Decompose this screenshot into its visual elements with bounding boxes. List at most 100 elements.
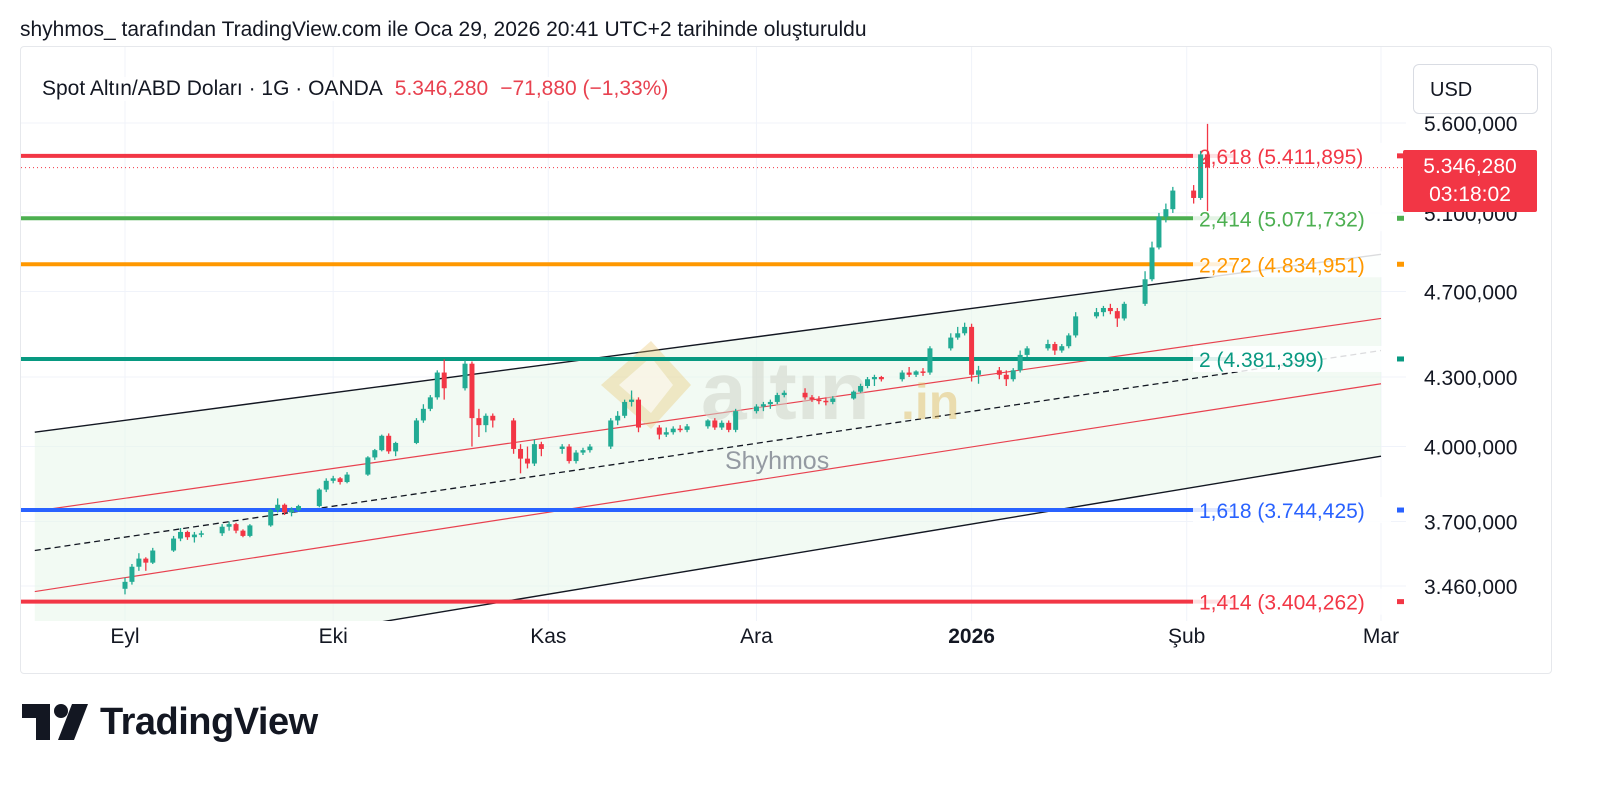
candle: [948, 333, 954, 351]
candle-body: [129, 566, 135, 582]
candle-body: [753, 406, 759, 412]
candle-body: [393, 442, 399, 452]
fib-label-bg: [1193, 497, 1391, 524]
candle: [636, 397, 642, 433]
candle-body: [330, 478, 336, 481]
candle: [150, 547, 156, 565]
candle-body: [427, 397, 433, 409]
time-axis-label: Mar: [1363, 625, 1399, 648]
candle-body: [538, 444, 544, 449]
candle-body: [282, 504, 288, 513]
candle-body: [636, 399, 642, 428]
candle: [858, 383, 864, 393]
candle-body: [878, 377, 884, 380]
candle-body: [969, 326, 975, 375]
candle: [969, 323, 975, 382]
candle: [275, 498, 281, 513]
fib-level-label: 2,618 (5.411,895): [1199, 146, 1363, 169]
fib-level-label: 1,414 (3.404,262): [1199, 592, 1365, 615]
last-price-tag: 5.346,280 03:18:02: [1403, 150, 1537, 212]
tradingview-logo-icon: [22, 704, 88, 740]
candle-body: [677, 428, 683, 431]
candle: [587, 444, 593, 453]
candle: [233, 522, 239, 534]
candle: [344, 472, 350, 484]
candle: [705, 419, 711, 429]
candle: [282, 503, 288, 516]
fib-level-label: 2,414 (5.071,732): [1199, 208, 1365, 231]
candle-body: [823, 400, 829, 403]
candle-body: [1205, 154, 1211, 168]
candle: [184, 530, 190, 540]
candle-body: [1163, 209, 1169, 217]
fibonacci-extension-levels: 2,618 (5.411,895) 2,414 (5.071,732) 2,272 …: [21, 142, 1404, 615]
fib-label-bg: [1193, 345, 1391, 372]
candle-body: [920, 371, 926, 373]
candle-body: [871, 377, 877, 380]
candle: [677, 425, 683, 433]
candle-body: [226, 524, 232, 527]
fib-label-bg: [1193, 251, 1391, 278]
candle-body: [462, 363, 468, 389]
candle-body: [337, 478, 343, 483]
candle: [656, 425, 662, 440]
candle: [1093, 307, 1099, 319]
candle-body: [386, 435, 392, 452]
fib-level-marker: [1397, 153, 1404, 159]
candle: [289, 507, 295, 517]
candle: [719, 420, 725, 430]
candle: [816, 396, 822, 405]
candle: [268, 508, 274, 527]
candle: [1156, 212, 1162, 250]
candle-body: [851, 391, 857, 399]
candles: [122, 123, 1211, 595]
candle: [511, 418, 517, 454]
candle-body: [580, 450, 586, 453]
candle: [518, 444, 524, 474]
candle-body: [511, 420, 517, 449]
candle-body: [559, 446, 565, 449]
candle: [337, 477, 343, 485]
candle: [365, 456, 371, 476]
candle-body: [663, 432, 669, 435]
candle: [476, 408, 482, 437]
fib-level-marker: [1397, 356, 1404, 362]
candle-body: [1045, 344, 1051, 349]
candle-body: [608, 420, 614, 447]
candle: [927, 346, 933, 375]
candle-body: [864, 379, 870, 386]
candle: [323, 478, 329, 493]
candle-body: [122, 581, 128, 589]
candle: [441, 359, 447, 400]
candle-body: [191, 534, 197, 538]
candle: [122, 577, 128, 595]
candle: [490, 413, 496, 428]
time-axis: Eyl Eki Kas Ara 2026 Şub Mar: [110, 625, 1399, 648]
candle: [670, 426, 676, 435]
candle-body: [413, 420, 419, 443]
candle-body: [1191, 190, 1197, 198]
candle: [136, 553, 142, 571]
candle-body: [629, 399, 635, 402]
symbol-title: Spot Altın/ABD Doları · 1G · OANDA: [42, 77, 383, 100]
candle: [247, 524, 253, 538]
candle-body: [906, 372, 912, 375]
fib-level-marker: [1397, 215, 1404, 221]
candle: [1114, 307, 1120, 327]
candle: [531, 439, 537, 466]
candle-body: [587, 446, 593, 451]
regression-channel: [34, 253, 1382, 621]
channel-fill: [34, 254, 1381, 621]
candle-body: [1059, 346, 1065, 351]
currency-button[interactable]: USD: [1413, 64, 1538, 114]
symbol-legend: Spot Altın/ABD Doları · 1G · OANDA 5.346,…: [38, 77, 673, 101]
fib-label-bg: [1193, 205, 1391, 232]
candle-body: [268, 509, 274, 526]
candle-body: [809, 397, 815, 400]
altin-logo-icon: [601, 341, 691, 429]
candle-body: [719, 422, 725, 428]
time-axis-label: Eyl: [110, 625, 139, 648]
candle: [1024, 346, 1030, 358]
candle-body: [1003, 374, 1009, 380]
chart-panel: altın .in Shyhmos 2,618 (5.411,895) 2,414 (…: [20, 46, 1552, 674]
